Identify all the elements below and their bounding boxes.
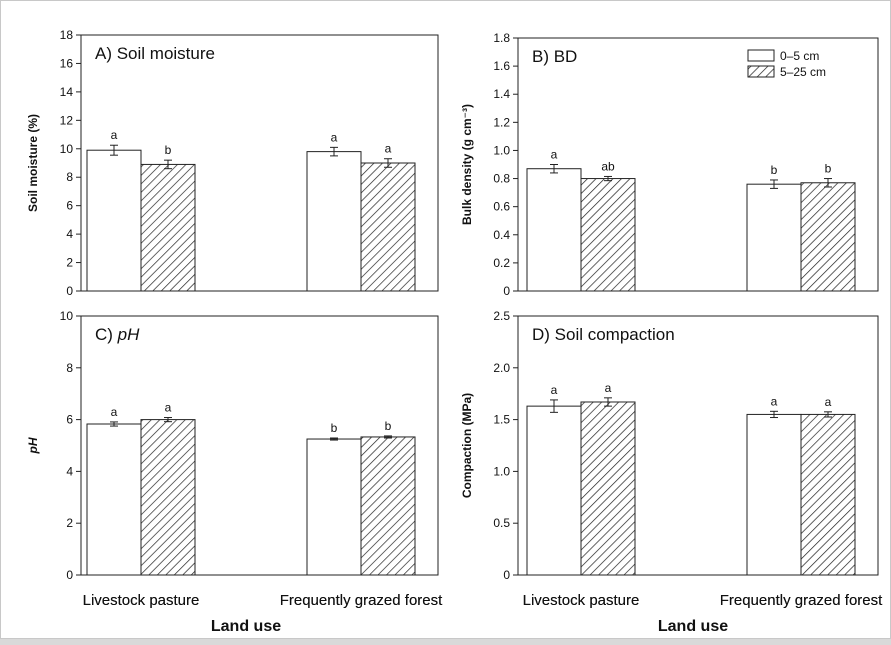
plot-frame [80, 34, 439, 292]
bar-shallow [526, 168, 582, 292]
y-tick-label: 6 [66, 413, 73, 427]
y-tick-label: 4 [66, 464, 73, 478]
y-axis-label: Soil moisture (%) [26, 114, 40, 212]
y-tick-label: 1.8 [493, 31, 510, 45]
significance-label: a [331, 130, 338, 144]
significance-label: b [165, 143, 172, 157]
category-label: Frequently grazed forest [280, 592, 443, 609]
bar-deep [360, 436, 416, 576]
significance-label: a [825, 395, 832, 409]
y-tick-label: 1.0 [493, 143, 510, 157]
category-label: Frequently grazed forest [720, 592, 883, 609]
panel-title: B) BD [532, 47, 577, 66]
y-tick-label: 4 [66, 227, 73, 241]
bar-deep [140, 163, 196, 292]
significance-label: a [771, 394, 778, 408]
bar-shallow [86, 423, 142, 576]
bar-shallow [746, 413, 802, 576]
significance-label: a [111, 405, 118, 419]
y-tick-label: 10 [60, 309, 74, 323]
bar-deep [360, 162, 416, 292]
y-tick-label: 18 [60, 28, 74, 42]
significance-label: ab [601, 159, 615, 173]
y-tick-label: 8 [66, 170, 73, 184]
panel-title: A) Soil moisture [95, 44, 215, 63]
significance-label: b [385, 419, 392, 433]
significance-label: b [331, 421, 338, 435]
panel-title-italic: pH [117, 325, 140, 344]
panel-title: D) Soil compaction [532, 325, 675, 344]
y-tick-label: 0 [503, 568, 510, 582]
significance-label: a [385, 142, 392, 156]
chart-panel-3: 0 0.5 1.0 1.5 2.0 2.5 Compaction (MPa) D) Soil … [460, 309, 883, 609]
y-tick-label: 1.2 [493, 115, 510, 129]
y-tick-label: 10 [60, 142, 74, 156]
chart-panel-1: 0 0.2 0.4 0.6 0.8 1.0 1.2 1.4 1.6 1.8 Bulk density… [460, 31, 883, 609]
significance-label: a [605, 381, 612, 395]
y-axis-label: Bulk density (g cm⁻³) [460, 104, 474, 225]
category-label: Livestock pasture [523, 592, 640, 609]
y-tick-label: 2 [66, 256, 73, 270]
y-tick-label: 1.0 [493, 464, 510, 478]
chart-panel-0: 0 2 4 6 8 10 12 14 16 18 Soil moisture (%) A) Soil … [26, 28, 443, 609]
bar-shallow [306, 151, 362, 292]
plot-frame [80, 315, 439, 576]
bar-deep [140, 419, 196, 576]
y-tick-label: 0.5 [493, 516, 510, 530]
legend-label: 0–5 cm [780, 49, 819, 63]
y-tick-label: 0 [66, 284, 73, 298]
significance-label: a [111, 128, 118, 142]
y-tick-label: 0.4 [493, 228, 510, 242]
y-tick-label: 2.0 [493, 361, 510, 375]
y-tick-label: 1.6 [493, 59, 510, 73]
x-axis-label-left: Land use [211, 618, 281, 635]
significance-label: a [551, 148, 558, 162]
bar-shallow [86, 149, 142, 292]
y-tick-label: 2.5 [493, 309, 510, 323]
bar-shallow [306, 438, 362, 576]
bar-deep [580, 178, 636, 292]
y-tick-label: 0.8 [493, 172, 510, 186]
y-tick-label: 0 [503, 284, 510, 298]
bar-shallow [526, 405, 582, 576]
category-label: Livestock pasture [83, 592, 200, 609]
significance-label: b [825, 162, 832, 176]
category-label: Livestock pasture [83, 592, 200, 609]
panel-title-prefix: C) [95, 325, 118, 344]
legend-label: 5–25 cm [780, 65, 826, 79]
x-axis-label-right: Land use [658, 618, 728, 635]
bar-deep [800, 182, 856, 292]
y-tick-label: 1.5 [493, 413, 510, 427]
legend-swatch [747, 49, 775, 62]
plot-frame [517, 37, 879, 292]
y-tick-label: 12 [60, 113, 74, 127]
significance-label: b [771, 163, 778, 177]
y-tick-label: 16 [60, 56, 74, 70]
y-tick-label: 0 [66, 568, 73, 582]
significance-label: a [165, 401, 172, 415]
panel-title: C) pH [95, 325, 140, 344]
bar-deep [800, 413, 856, 576]
plot-frame [517, 315, 879, 576]
bar-shallow [746, 183, 802, 292]
y-tick-label: 6 [66, 199, 73, 213]
category-label: Frequently grazed forest [720, 592, 883, 609]
y-tick-label: 8 [66, 361, 73, 375]
bar-deep [580, 401, 636, 576]
y-tick-label: 0.6 [493, 200, 510, 214]
legend-swatch [747, 65, 775, 78]
y-tick-label: 1.4 [493, 87, 510, 101]
y-tick-label: 2 [66, 516, 73, 530]
y-tick-label: 14 [60, 85, 74, 99]
y-axis-label: pH [26, 437, 40, 454]
category-label: Frequently grazed forest [280, 592, 443, 609]
y-tick-label: 0.2 [493, 256, 510, 270]
y-axis-label: Compaction (MPa) [460, 393, 474, 498]
significance-label: a [551, 383, 558, 397]
category-label: Livestock pasture [523, 592, 640, 609]
